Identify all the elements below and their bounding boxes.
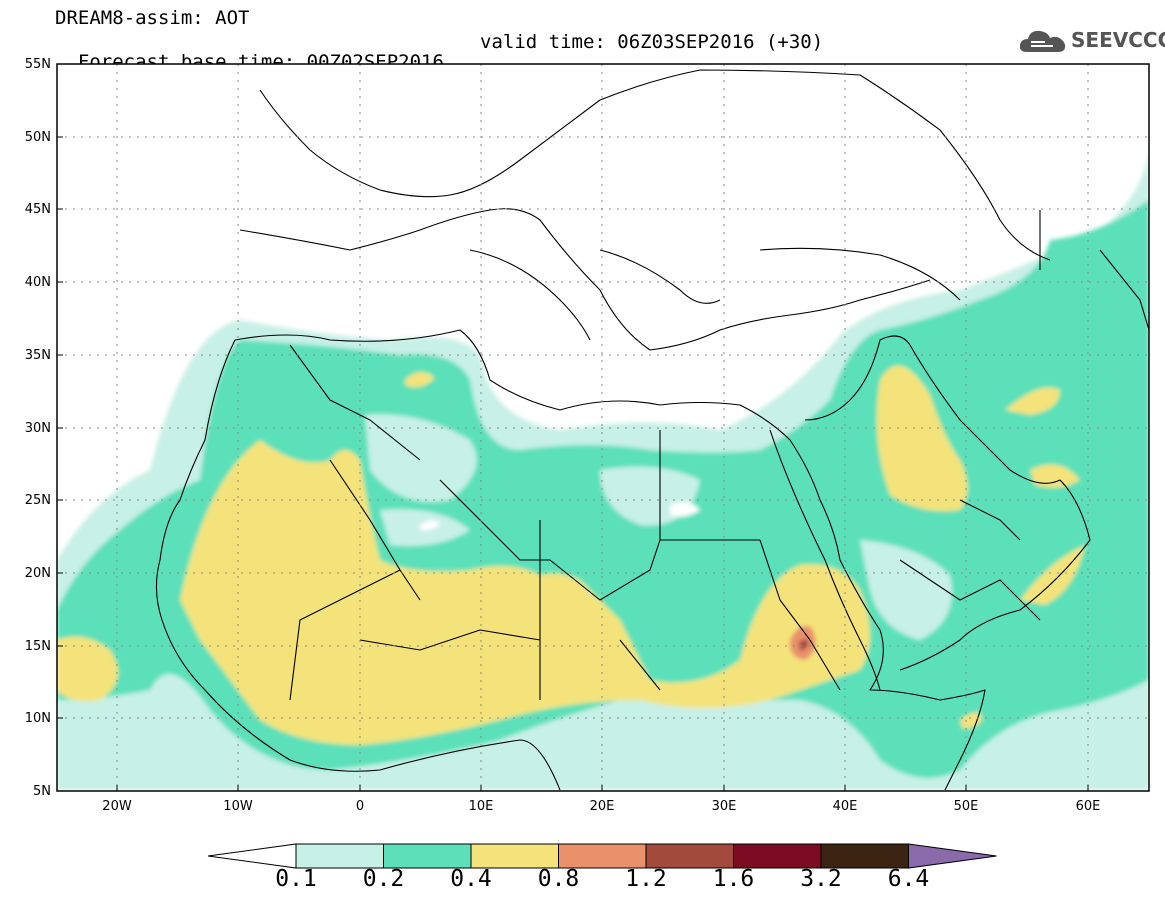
coastlines — [155, 69, 1149, 791]
lon-label-0: 0 — [356, 799, 364, 814]
colorbar-swatch-7 — [820, 843, 909, 869]
colorbar-labels: 0.1 0.2 0.4 0.8 1.2 1.6 3.2 6.4 — [0, 866, 1165, 896]
colorbar-swatch-3 — [470, 843, 559, 869]
colorbar-swatch-1 — [295, 843, 384, 869]
lon-label-10E: 10E — [469, 799, 494, 814]
aot-contour-0.4 — [180, 440, 870, 745]
seevccc-logo: SEEVCCC — [1017, 22, 1165, 62]
lon-label-10W: 10W — [223, 799, 253, 814]
colorbar-swatch-under — [207, 843, 297, 869]
colorbar-swatch-5 — [645, 843, 734, 869]
lon-label-30E: 30E — [712, 799, 737, 814]
lat-label-55N: 55N — [25, 57, 51, 72]
lat-label-10N: 10N — [25, 711, 51, 726]
map-title: DREAM8-assim: AOT — [55, 7, 250, 29]
logo-text: SEEVCCC — [1071, 28, 1165, 52]
colorbar — [207, 843, 997, 869]
lat-label-50N: 50N — [25, 130, 51, 145]
lon-label-50E: 50E — [954, 799, 979, 814]
lat-label-35N: 35N — [25, 348, 51, 363]
colorbar-label: 6.4 — [887, 866, 930, 892]
lon-label-20W: 20W — [102, 799, 132, 814]
cloud-icon — [1019, 30, 1066, 52]
lat-label-40N: 40N — [25, 275, 51, 290]
colorbar-swatch-2 — [383, 843, 472, 869]
lat-label-25N: 25N — [25, 493, 51, 508]
colorbar-label: 0.8 — [537, 866, 580, 892]
lat-label-20N: 20N — [25, 566, 51, 581]
colorbar-label: 0.4 — [450, 866, 492, 892]
colorbar-swatch-4 — [558, 843, 647, 869]
lat-label-15N: 15N — [25, 639, 51, 654]
lon-label-60E: 60E — [1076, 799, 1101, 814]
colorbar-label: 0.2 — [362, 866, 405, 892]
colorbar-swatch-over — [908, 843, 997, 869]
colorbar-swatch-6 — [733, 843, 822, 869]
gridlines — [57, 64, 1149, 791]
colorbar-label: 1.2 — [625, 866, 667, 892]
colorbar-label: 0.1 — [275, 866, 317, 892]
lat-label-30N: 30N — [25, 421, 51, 436]
valid-time: valid time: 06Z03SEP2016 (+30) — [480, 31, 824, 53]
lon-label-40E: 40E — [833, 799, 858, 814]
lon-label-20E: 20E — [590, 799, 615, 814]
axis-ticks — [57, 136, 1089, 791]
lat-label-45N: 45N — [25, 202, 51, 217]
lat-label-5N: 5N — [33, 784, 51, 799]
colorbar-label: 1.6 — [712, 866, 755, 892]
colorbar-label: 3.2 — [800, 866, 842, 892]
